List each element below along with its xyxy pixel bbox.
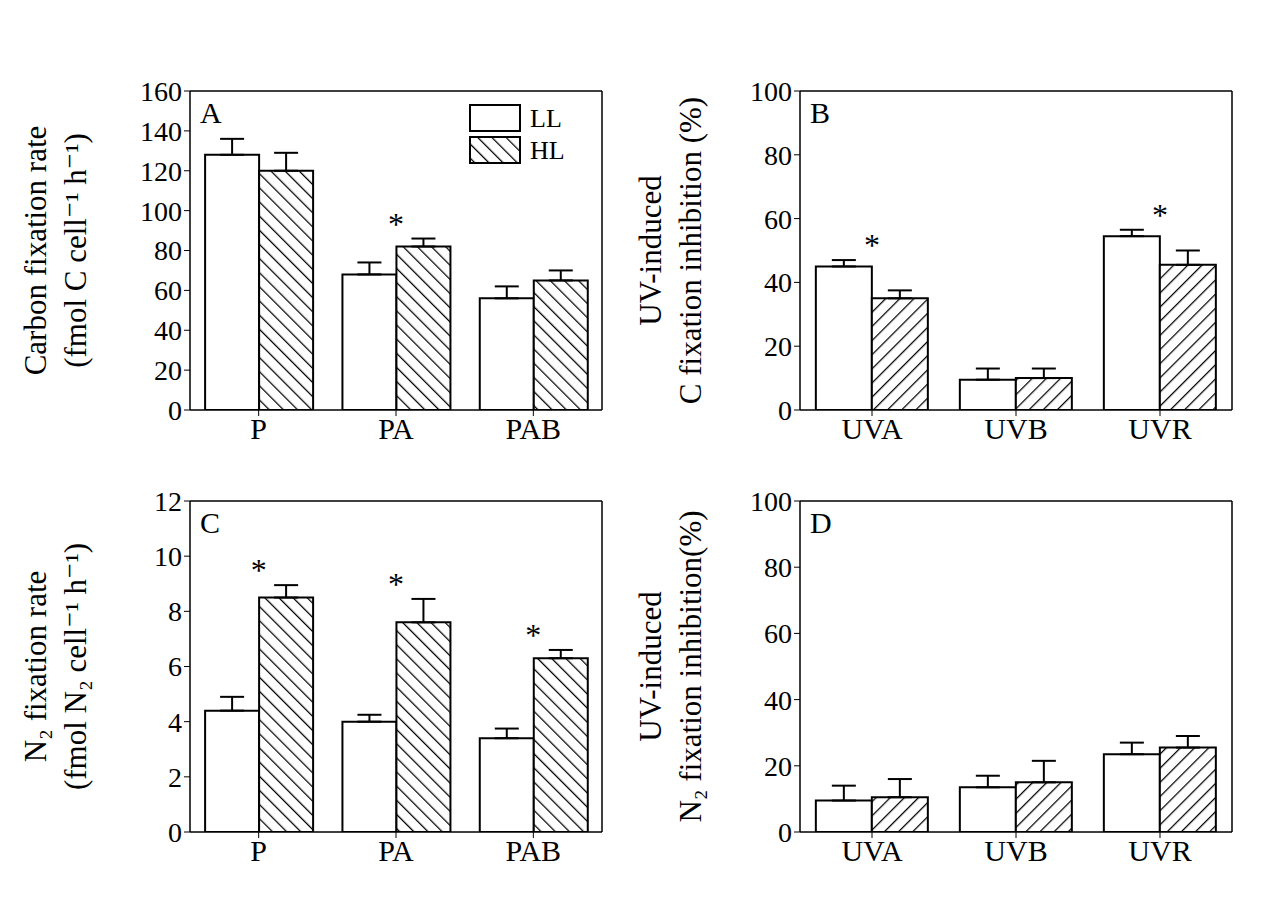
svg-text:20: 20 <box>154 355 182 386</box>
svg-text:UV-induced: UV-induced <box>633 591 668 742</box>
svg-text:20: 20 <box>764 331 792 362</box>
svg-text:60: 60 <box>764 618 792 649</box>
svg-text:40: 40 <box>764 267 792 298</box>
svg-text:*: * <box>388 206 404 242</box>
svg-text:0: 0 <box>168 395 182 426</box>
svg-text:20: 20 <box>764 751 792 782</box>
svg-text:(fmol C cell⁻¹ h⁻¹): (fmol C cell⁻¹ h⁻¹) <box>58 133 93 368</box>
svg-text:P: P <box>250 412 267 445</box>
svg-text:C: C <box>200 506 220 539</box>
svg-text:0: 0 <box>778 817 792 848</box>
svg-text:10: 10 <box>154 541 182 572</box>
svg-text:60: 60 <box>154 275 182 306</box>
svg-text:120: 120 <box>140 156 182 187</box>
svg-text:PA: PA <box>378 834 414 867</box>
svg-text:80: 80 <box>764 552 792 583</box>
svg-text:0: 0 <box>168 817 182 848</box>
svg-text:140: 140 <box>140 116 182 147</box>
svg-text:LL: LL <box>530 104 562 133</box>
svg-text:12: 12 <box>154 486 182 517</box>
svg-text:PAB: PAB <box>506 834 562 867</box>
svg-text:160: 160 <box>140 76 182 107</box>
svg-text:*: * <box>388 566 404 602</box>
svg-text:UVA: UVA <box>841 412 902 445</box>
svg-text:PA: PA <box>378 412 414 445</box>
svg-text:UVA: UVA <box>841 834 902 867</box>
svg-text:UVR: UVR <box>1128 412 1191 445</box>
svg-text:UV-induced: UV-induced <box>633 175 668 326</box>
svg-text:(fmol N₂ cell⁻¹ h⁻¹): (fmol N₂ cell⁻¹ h⁻¹) <box>58 543 93 790</box>
svg-text:PAB: PAB <box>506 412 562 445</box>
svg-text:*: * <box>251 552 267 588</box>
svg-text:100: 100 <box>750 486 792 517</box>
svg-text:60: 60 <box>764 204 792 235</box>
svg-text:4: 4 <box>168 707 182 738</box>
svg-text:P: P <box>250 834 267 867</box>
svg-text:0: 0 <box>778 395 792 426</box>
svg-text:N₂ fixation inhibition(%): N₂ fixation inhibition(%) <box>673 510 708 822</box>
svg-text:A: A <box>200 96 222 129</box>
svg-text:C fixation inhibition (%): C fixation inhibition (%) <box>673 97 708 404</box>
svg-text:UVB: UVB <box>984 834 1047 867</box>
svg-text:8: 8 <box>168 596 182 627</box>
svg-text:D: D <box>810 506 832 539</box>
svg-text:100: 100 <box>140 196 182 227</box>
svg-text:B: B <box>810 96 830 129</box>
svg-text:6: 6 <box>168 651 182 682</box>
svg-text:*: * <box>1152 197 1168 233</box>
svg-text:Carbon fixation rate: Carbon fixation rate <box>18 126 53 376</box>
svg-text:N₂ fixation rate: N₂ fixation rate <box>18 571 53 763</box>
svg-text:*: * <box>525 617 541 653</box>
svg-text:UVR: UVR <box>1128 834 1191 867</box>
svg-text:HL: HL <box>530 136 565 165</box>
svg-text:2: 2 <box>168 762 182 793</box>
svg-text:40: 40 <box>764 685 792 716</box>
svg-text:*: * <box>864 227 880 263</box>
svg-text:100: 100 <box>750 76 792 107</box>
svg-text:UVB: UVB <box>984 412 1047 445</box>
svg-text:80: 80 <box>154 235 182 266</box>
svg-text:80: 80 <box>764 140 792 171</box>
svg-text:40: 40 <box>154 315 182 346</box>
